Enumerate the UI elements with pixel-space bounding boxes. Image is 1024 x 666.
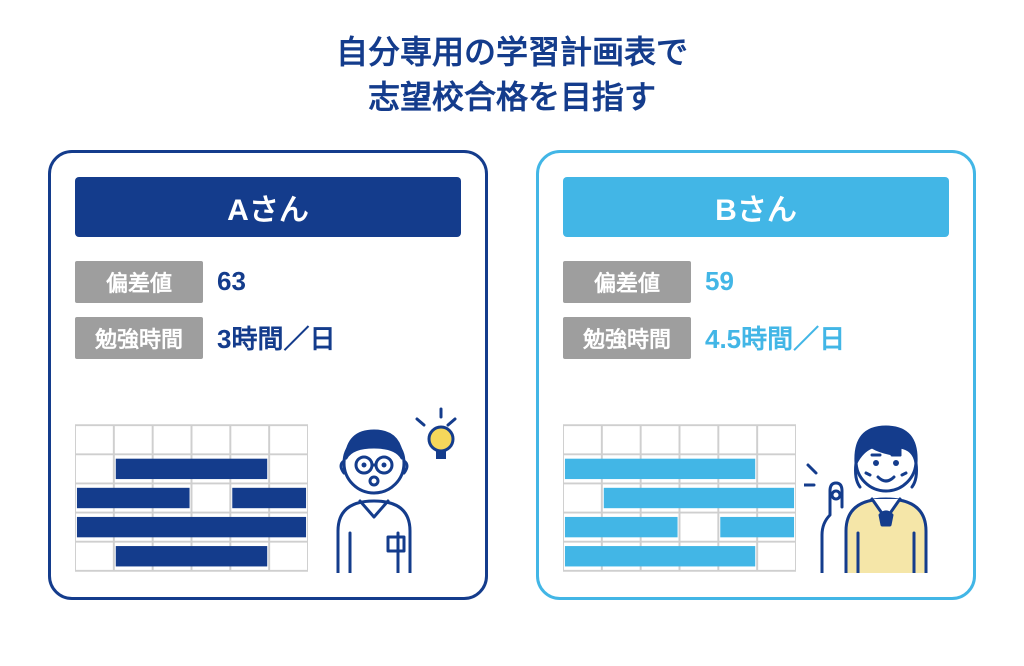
card-header: Bさん: [563, 177, 949, 237]
title-line-2: 志望校合格を目指す: [336, 75, 688, 120]
stat-row: 偏差値 59: [563, 261, 949, 303]
person-icon: [316, 403, 461, 573]
stat-label: 偏差値: [563, 261, 691, 303]
stat-value: 3時間／日: [217, 319, 335, 356]
schedule-grid: [563, 423, 796, 573]
card-bottom: [563, 403, 949, 573]
stat-label: 偏差値: [75, 261, 203, 303]
stat-value: 4.5時間／日: [705, 319, 845, 356]
stat-row: 勉強時間 4.5時間／日: [563, 317, 949, 359]
stat-row: 勉強時間 3時間／日: [75, 317, 461, 359]
stat-value: 63: [217, 266, 246, 297]
card-header: Aさん: [75, 177, 461, 237]
person-icon: [804, 403, 949, 573]
title-line-1: 自分専用の学習計画表で: [336, 30, 688, 75]
cards-container: Aさん偏差値 63 勉強時間 3時間／日 Bさん偏差値 59 勉強時間 4.5時間／日: [48, 150, 976, 600]
card-b: Bさん偏差値 59 勉強時間 4.5時間／日: [536, 150, 976, 600]
card-bottom: [75, 403, 461, 573]
stat-label: 勉強時間: [75, 317, 203, 359]
stat-label: 勉強時間: [563, 317, 691, 359]
stat-value: 59: [705, 266, 734, 297]
card-a: Aさん偏差値 63 勉強時間 3時間／日: [48, 150, 488, 600]
page-title: 自分専用の学習計画表で 志望校合格を目指す: [336, 30, 688, 120]
stat-row: 偏差値 63: [75, 261, 461, 303]
schedule-grid: [75, 423, 308, 573]
